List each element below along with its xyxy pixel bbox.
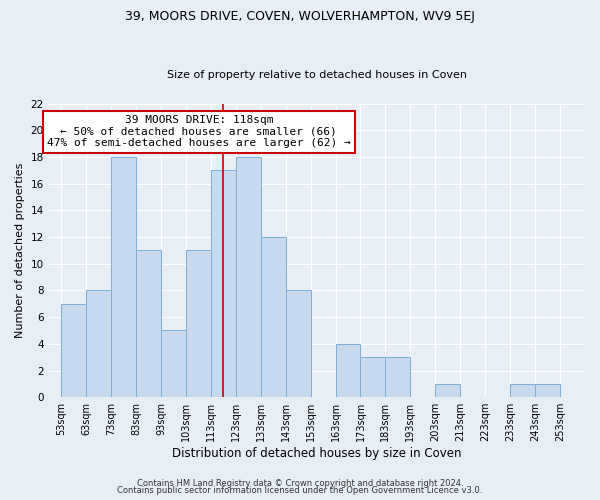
X-axis label: Distribution of detached houses by size in Coven: Distribution of detached houses by size … — [172, 447, 461, 460]
Bar — [535, 384, 560, 397]
Bar — [211, 170, 236, 397]
Y-axis label: Number of detached properties: Number of detached properties — [15, 162, 25, 338]
Bar — [111, 157, 136, 397]
Bar — [261, 237, 286, 397]
Bar — [236, 157, 261, 397]
Text: 39 MOORS DRIVE: 118sqm
← 50% of detached houses are smaller (66)
47% of semi-det: 39 MOORS DRIVE: 118sqm ← 50% of detached… — [47, 115, 351, 148]
Bar — [385, 357, 410, 397]
Bar — [136, 250, 161, 397]
Bar — [361, 357, 385, 397]
Bar — [436, 384, 460, 397]
Title: Size of property relative to detached houses in Coven: Size of property relative to detached ho… — [167, 70, 467, 81]
Bar — [86, 290, 111, 397]
Bar — [186, 250, 211, 397]
Bar — [510, 384, 535, 397]
Bar — [286, 290, 311, 397]
Text: Contains HM Land Registry data © Crown copyright and database right 2024.: Contains HM Land Registry data © Crown c… — [137, 478, 463, 488]
Text: Contains public sector information licensed under the Open Government Licence v3: Contains public sector information licen… — [118, 486, 482, 495]
Bar — [161, 330, 186, 397]
Bar — [61, 304, 86, 397]
Text: 39, MOORS DRIVE, COVEN, WOLVERHAMPTON, WV9 5EJ: 39, MOORS DRIVE, COVEN, WOLVERHAMPTON, W… — [125, 10, 475, 23]
Bar — [335, 344, 361, 397]
